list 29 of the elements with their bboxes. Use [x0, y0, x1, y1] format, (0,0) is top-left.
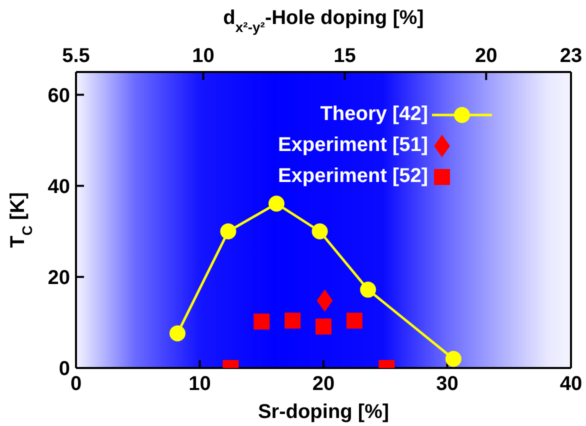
- y-tick-label: 60: [48, 84, 70, 107]
- x-tick-label: 20: [312, 373, 335, 396]
- point: [346, 312, 362, 329]
- point: [268, 196, 284, 212]
- point: [169, 325, 186, 342]
- x-tick-label: 40: [560, 373, 582, 396]
- y-tick-label: 20: [48, 267, 70, 290]
- legend-label: Experiment [51]: [276, 134, 428, 157]
- point: [312, 223, 328, 240]
- x2-tick-label: 20: [475, 45, 498, 67]
- point: [254, 314, 270, 330]
- x2-tick-label: 23: [560, 45, 582, 67]
- point: [220, 223, 236, 240]
- y-tick-label: 40: [48, 176, 70, 198]
- y-tick-label: 0: [58, 358, 70, 380]
- x-tick-label: 30: [436, 373, 458, 396]
- point: [360, 282, 376, 298]
- x-tick-label: 10: [188, 373, 211, 396]
- x2-tick-label: 5.5: [62, 45, 90, 67]
- point: [316, 318, 332, 335]
- x2-axis-title: d$_{x²-y²}$-Hole doping [%]: [223, 7, 424, 35]
- point: [316, 289, 333, 312]
- x2-tick-label: 15: [334, 45, 356, 67]
- legend-label: Experiment [52]: [276, 165, 428, 188]
- point: [445, 350, 462, 367]
- legend-label: Theory [42]: [319, 103, 428, 126]
- point: [284, 312, 301, 329]
- x2-tick-label: 10: [192, 45, 214, 67]
- x-axis-title: Sr-doping [%]: [258, 401, 390, 423]
